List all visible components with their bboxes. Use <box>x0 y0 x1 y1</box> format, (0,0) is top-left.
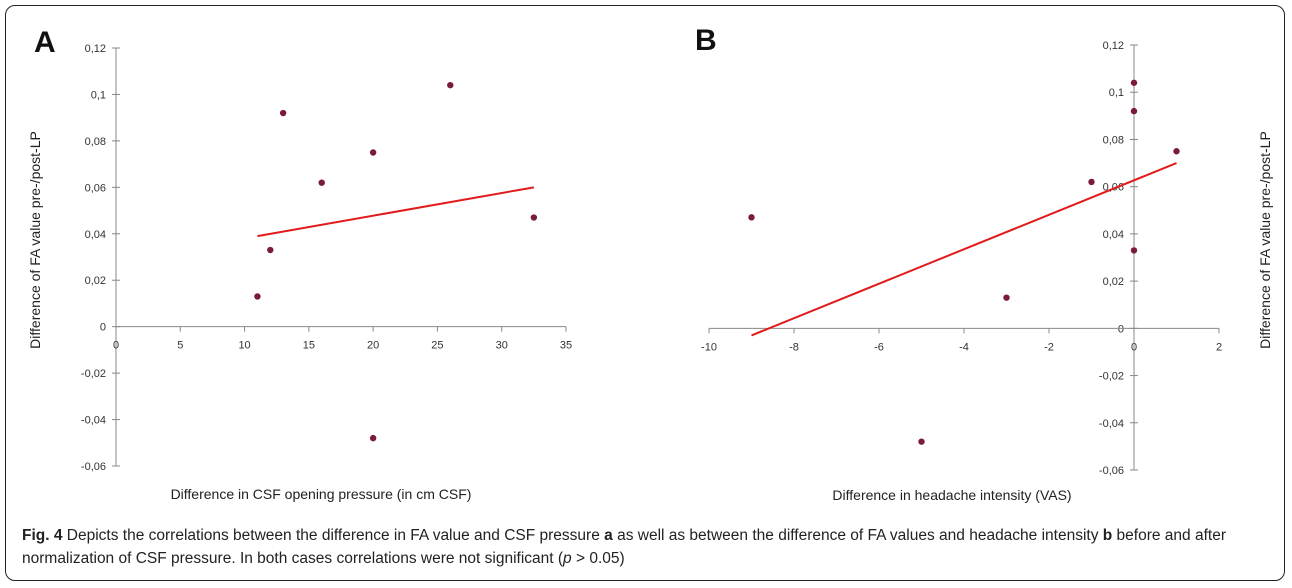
caption-text-1: Depicts the correlations between the dif… <box>62 527 605 544</box>
figure-caption: Fig. 4 Depicts the correlations between … <box>22 524 1267 570</box>
y-tick-label: 0,12 <box>85 43 106 55</box>
trend-line <box>751 162 1177 337</box>
data-point <box>530 214 538 221</box>
y-tick-label: 0 <box>100 322 106 334</box>
y-tick-label: 0,06 <box>85 182 106 194</box>
data-point <box>254 293 261 300</box>
x-tick-label: -10 <box>701 341 717 353</box>
y-tick-label: 0,08 <box>85 136 106 148</box>
y-tick-label: -0,02 <box>1099 371 1124 383</box>
x-tick-label: 0 <box>113 340 119 352</box>
y-axis-title: Difference of FA value pre-/post-LP <box>27 131 43 349</box>
x-tick-label: -4 <box>959 341 969 353</box>
trend-line <box>257 186 535 238</box>
y-tick-label: 0 <box>1118 323 1124 335</box>
y-tick-label: 0,04 <box>85 229 106 241</box>
x-axis-title: Difference in CSF opening pressure (in c… <box>171 486 472 502</box>
y-tick-label: 0,08 <box>1103 134 1124 146</box>
x-tick-label: 5 <box>177 340 183 352</box>
data-point <box>1130 79 1138 86</box>
data-point <box>1173 148 1180 155</box>
data-point <box>748 214 755 221</box>
x-axis-title: Difference in headache intensity (VAS) <box>832 487 1071 503</box>
data-point <box>1088 178 1095 186</box>
data-point <box>1003 294 1010 301</box>
data-point <box>369 434 377 442</box>
x-tick-label: 2 <box>1216 341 1222 353</box>
caption-p-symbol: p <box>563 550 572 567</box>
y-tick-label: -0,04 <box>1099 418 1124 430</box>
data-point <box>447 81 454 89</box>
y-tick-label: -0,06 <box>81 461 106 473</box>
data-point <box>318 179 325 186</box>
caption-text-3: before and after normalization of CSF pr… <box>22 527 1226 567</box>
data-point <box>1130 107 1138 115</box>
x-tick-label: 35 <box>560 340 572 352</box>
data-point <box>1130 247 1138 254</box>
panel-a-chart: A -0,06 -0,04 -0,02 0 0,02 0,04 0,06 0,08 0,1 0,12… <box>27 26 572 502</box>
x-tick-label: 25 <box>431 340 443 352</box>
data-point <box>369 149 377 156</box>
x-tick-label: -6 <box>874 341 884 353</box>
data-point <box>279 109 287 117</box>
x-tick-label: 10 <box>238 340 250 352</box>
y-tick-label: -0,04 <box>81 415 106 427</box>
x-tick-label: 15 <box>303 340 315 352</box>
panel-letter: A <box>34 26 56 59</box>
y-tick-label: 0,02 <box>85 275 106 287</box>
data-point <box>267 246 274 254</box>
caption-text-4: > 0.05) <box>571 550 625 567</box>
y-axis-title: Difference of FA value pre-/post-LP <box>1257 131 1273 349</box>
y-tick-label: 0,1 <box>91 89 106 101</box>
caption-ref-b: b <box>1102 527 1113 544</box>
figure-frame <box>5 5 1285 581</box>
y-tick-label: 0,02 <box>1103 276 1124 288</box>
caption-text-2: as well as between the difference of FA … <box>612 527 1103 544</box>
data-point <box>918 438 925 445</box>
y-tick-label: 0,04 <box>1103 229 1124 241</box>
x-tick-label: 30 <box>496 340 508 352</box>
x-tick-label: 20 <box>367 340 379 352</box>
y-tick-label: -0,02 <box>81 368 106 380</box>
x-tick-label: 0 <box>1131 341 1137 353</box>
panel-b-chart: B-0,06-0,04-0,0200,020,040,060,080,10,12… <box>695 24 1273 503</box>
y-tick-label: 0,12 <box>1103 40 1124 52</box>
panel-letter: B <box>695 24 717 57</box>
x-tick-label: -8 <box>789 341 799 353</box>
x-tick-label: -2 <box>1044 341 1054 353</box>
y-tick-label: 0,1 <box>1109 87 1124 99</box>
caption-ref-a: a <box>604 527 613 544</box>
y-tick-label: -0,06 <box>1099 465 1124 477</box>
caption-fig-label: Fig. 4 <box>22 527 63 544</box>
